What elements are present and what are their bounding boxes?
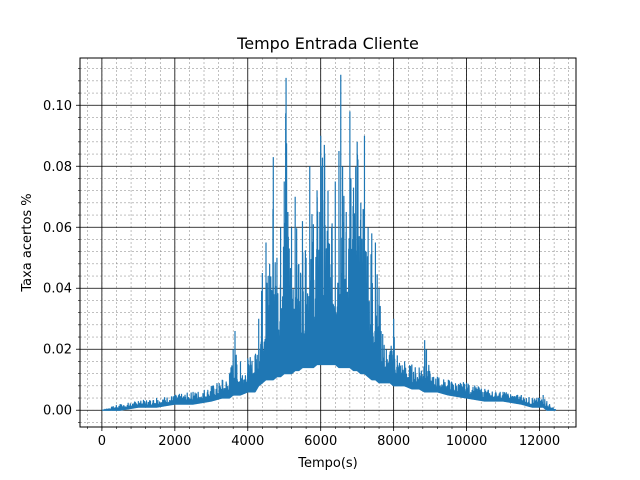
chart-title: Tempo Entrada Cliente [236,34,419,53]
x-tick-label: 6000 [304,434,337,449]
x-axis-label: Tempo(s) [297,456,358,471]
data-layer [101,74,557,411]
y-tick-label: 0.00 [43,404,72,419]
y-tick-label: 0.02 [43,343,72,358]
x-tick-label: 12000 [519,434,560,449]
x-tick-label: 4000 [231,434,264,449]
y-tick-label: 0.10 [43,99,72,114]
x-ticks: 0 2000 4000 6000 8000 10000 12000 [86,427,570,449]
x-tick-label: 0 [98,434,106,449]
y-tick-label: 0.08 [43,160,72,175]
series-line [101,74,557,411]
plot-frame [79,57,577,428]
y-axis-label: Taxa acertos % [20,193,35,292]
x-tick-label: 10000 [446,434,487,449]
x-tick-label: 8000 [377,434,410,449]
y-ticks: 0.00 0.02 0.04 0.06 0.08 0.10 [43,68,80,423]
x-tick-label: 2000 [158,434,191,449]
y-tick-label: 0.04 [43,282,72,297]
y-tick-label: 0.06 [43,221,72,236]
